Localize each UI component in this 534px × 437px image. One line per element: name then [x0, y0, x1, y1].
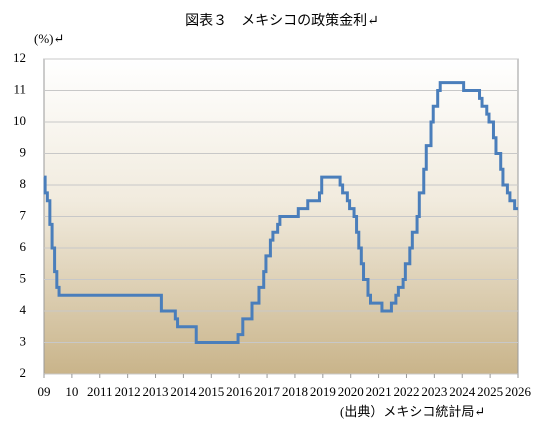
- y-tick-label: 7: [20, 207, 27, 222]
- x-tick-label: 2026: [505, 384, 532, 399]
- x-tick-label: 2014: [170, 384, 197, 399]
- x-tick-label: 2011: [87, 384, 113, 399]
- y-tick-label: 10: [13, 113, 26, 128]
- y-tick-label: 3: [20, 333, 27, 348]
- y-tick-label: 11: [13, 81, 26, 96]
- x-tick-label: 2022: [393, 384, 419, 399]
- source: (出典）メキシコ統計局↵: [340, 404, 485, 419]
- x-tick-label: 2017: [254, 384, 281, 399]
- x-tick-label: 10: [65, 384, 78, 399]
- y-tick-label: 9: [20, 144, 27, 159]
- x-tick-label: 2016: [226, 384, 253, 399]
- x-tick-label: 2019: [310, 384, 336, 399]
- y-tick-label: 5: [20, 270, 27, 285]
- y-tick-label: 8: [20, 176, 27, 191]
- x-tick-label: 2013: [143, 384, 169, 399]
- x-tick-label: 2021: [366, 384, 392, 399]
- x-tick-label: 2015: [198, 384, 224, 399]
- y-tick-label: 6: [20, 239, 27, 254]
- x-tick-label: 2020: [338, 384, 364, 399]
- x-tick-label: 2018: [282, 384, 308, 399]
- y-tick-label: 12: [13, 50, 26, 65]
- y-axis-label: (%)↵: [34, 31, 64, 46]
- y-tick-label: 2: [20, 365, 27, 380]
- x-tick-label: 2025: [477, 384, 503, 399]
- x-tick-label: 2023: [421, 384, 447, 399]
- rate-line: [43, 81, 518, 344]
- x-tick-label: 2012: [115, 384, 141, 399]
- y-tick-label: 4: [20, 302, 27, 317]
- x-tick-label: 09: [38, 384, 51, 399]
- x-tick-label: 2024: [449, 384, 476, 399]
- chart-title: 図表３ メキシコの政策金利↵: [185, 12, 379, 29]
